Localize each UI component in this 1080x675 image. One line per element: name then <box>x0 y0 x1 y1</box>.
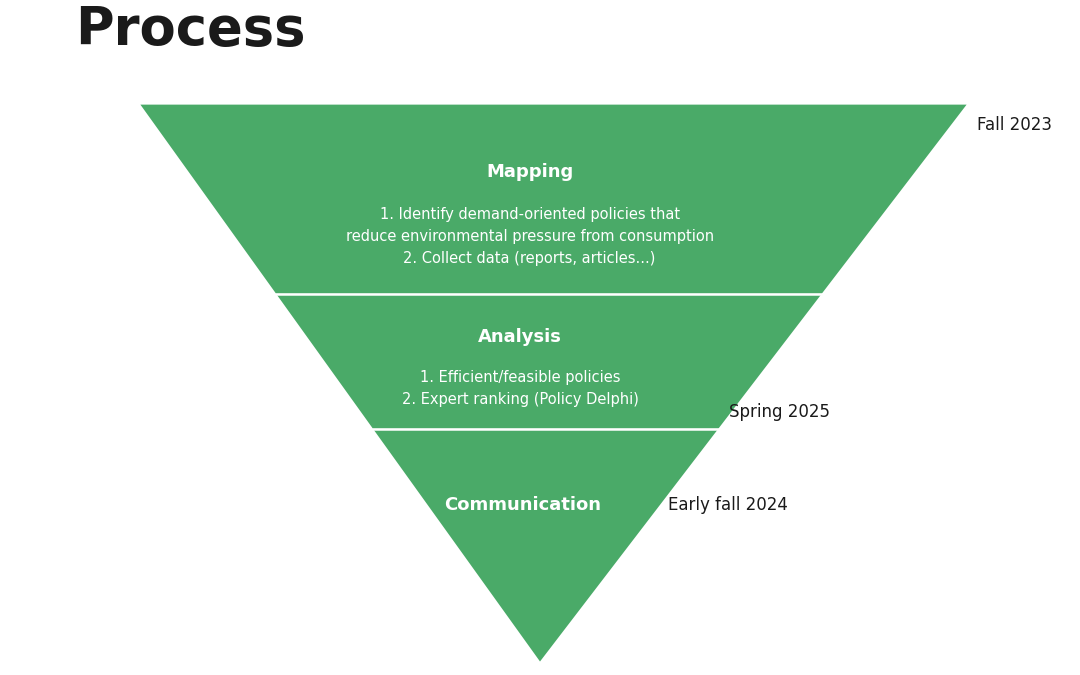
Text: 1. Identify demand-oriented policies that
reduce environmental pressure from con: 1. Identify demand-oriented policies tha… <box>346 207 714 266</box>
Text: Fall 2023: Fall 2023 <box>977 116 1052 134</box>
Text: Spring 2025: Spring 2025 <box>729 403 831 421</box>
Text: Analysis: Analysis <box>478 329 563 346</box>
Text: 1. Efficient/feasible policies
2. Expert ranking (Policy Delphi): 1. Efficient/feasible policies 2. Expert… <box>402 369 638 407</box>
Text: Mapping: Mapping <box>486 163 573 181</box>
Text: Communication: Communication <box>444 495 600 514</box>
Text: Process: Process <box>76 4 306 57</box>
Text: Early fall 2024: Early fall 2024 <box>669 495 788 514</box>
